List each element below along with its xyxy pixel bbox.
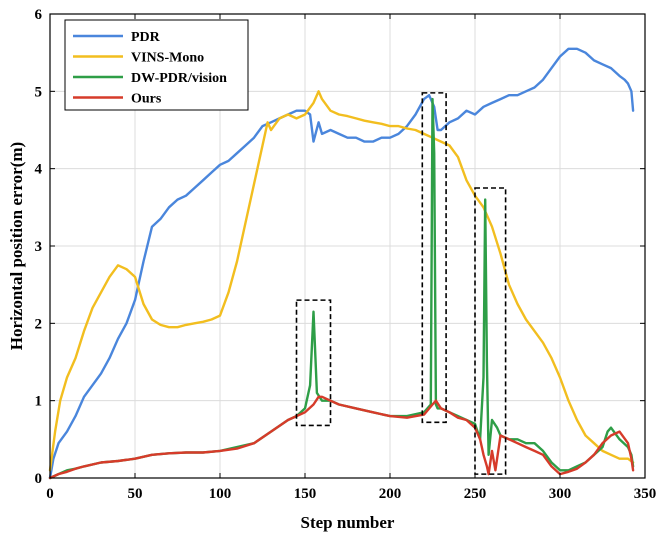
y-tick-label: 4 bbox=[35, 162, 43, 178]
legend-item: PDR bbox=[73, 30, 161, 45]
series-ours bbox=[48, 395, 635, 480]
series-line bbox=[48, 395, 635, 480]
legend-item: DW-PDR/vision bbox=[73, 71, 227, 86]
series-layer bbox=[48, 47, 635, 480]
legend-label: PDR bbox=[131, 30, 161, 45]
x-tick-label: 200 bbox=[379, 486, 402, 502]
series-pdr bbox=[48, 47, 635, 480]
highlight-box bbox=[295, 299, 332, 427]
x-tick-label: 350 bbox=[634, 486, 657, 502]
x-tick-label: 250 bbox=[464, 486, 487, 502]
x-tick-label: 300 bbox=[549, 486, 572, 502]
x-tick-label: 150 bbox=[294, 486, 317, 502]
legend: PDR VINS-Mono DW-PDR/vision Ours bbox=[64, 19, 249, 111]
legend-item: VINS-Mono bbox=[73, 51, 204, 66]
y-tick-label: 3 bbox=[35, 239, 43, 255]
axis-ticks: 0 50 100 150 200 250 300 350 0 1 2 3 4 5 6 bbox=[35, 7, 657, 502]
y-tick-label: 6 bbox=[35, 7, 43, 23]
legend-label: VINS-Mono bbox=[131, 51, 204, 66]
annotation-layer bbox=[295, 92, 507, 475]
series-line bbox=[48, 47, 635, 480]
x-axis-label: Step number bbox=[301, 513, 395, 532]
legend-item: Ours bbox=[73, 92, 162, 107]
x-tick-label: 100 bbox=[209, 486, 232, 502]
legend-label: Ours bbox=[131, 92, 162, 107]
series-vins-mono bbox=[48, 90, 635, 472]
series-line bbox=[48, 90, 635, 472]
highlight-box bbox=[421, 92, 447, 424]
y-tick-label: 0 bbox=[35, 471, 43, 487]
highlight-box bbox=[474, 187, 507, 475]
y-tick-label: 2 bbox=[35, 316, 43, 332]
y-axis-label: Horizontal position error(m) bbox=[7, 142, 26, 350]
x-tick-label: 0 bbox=[46, 486, 54, 502]
legend-label: DW-PDR/vision bbox=[131, 71, 227, 86]
y-tick-label: 5 bbox=[35, 84, 43, 100]
y-tick-label: 1 bbox=[35, 394, 43, 410]
x-tick-label: 50 bbox=[128, 486, 143, 502]
